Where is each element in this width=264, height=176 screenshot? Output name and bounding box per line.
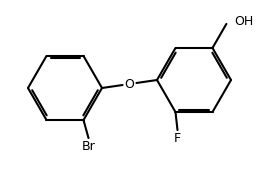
Text: OH: OH xyxy=(234,15,254,29)
Text: F: F xyxy=(174,131,181,144)
Text: Br: Br xyxy=(82,140,95,153)
Text: O: O xyxy=(125,77,134,90)
